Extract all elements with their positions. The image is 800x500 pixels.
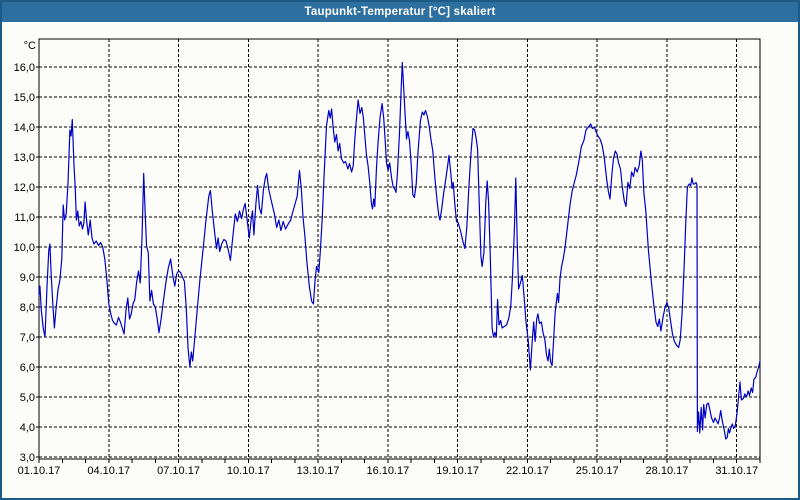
y-tick-label: 11,0	[14, 212, 35, 224]
y-tick-label: 6,0	[20, 362, 35, 374]
x-tick-label: 10.10.17	[227, 465, 270, 477]
y-tick-label: 14,0	[14, 122, 35, 134]
y-tick-label: 5,0	[20, 392, 35, 404]
x-tick-label: 13.10.17	[297, 465, 340, 477]
x-tick-label: 28.10.17	[646, 465, 689, 477]
x-tick-label: 04.10.17	[87, 465, 130, 477]
x-tick-label: 22.10.17	[506, 465, 549, 477]
x-tick-label: 31.10.17	[715, 465, 758, 477]
window-title: Taupunkt-Temperatur [°C] skaliert	[304, 6, 496, 18]
y-tick-label: 9,0	[20, 272, 35, 284]
y-tick-label: 7,0	[20, 332, 35, 344]
y-tick-label: 16,0	[14, 62, 35, 74]
y-tick-label: 15,0	[14, 92, 35, 104]
x-tick-label: 19.10.17	[436, 465, 479, 477]
y-tick-label: 12,0	[14, 182, 35, 194]
window-title-bar[interactable]: Taupunkt-Temperatur [°C] skaliert	[2, 2, 798, 22]
data-line-series	[38, 61, 761, 440]
y-tick-label: 4,0	[20, 422, 35, 434]
y-tick-label: 8,0	[20, 302, 35, 314]
x-tick-label: 07.10.17	[157, 465, 200, 477]
y-tick-label: 10,0	[14, 242, 35, 254]
x-tick-label: 16.10.17	[366, 465, 409, 477]
x-tick-label: 25.10.17	[576, 465, 619, 477]
x-tick-label: 01.10.17	[18, 465, 61, 477]
y-tick-label: 3,0	[20, 452, 35, 464]
y-axis-unit-label: °C	[24, 40, 36, 52]
y-tick-label: 13,0	[14, 152, 35, 164]
plot-frame	[38, 38, 761, 460]
